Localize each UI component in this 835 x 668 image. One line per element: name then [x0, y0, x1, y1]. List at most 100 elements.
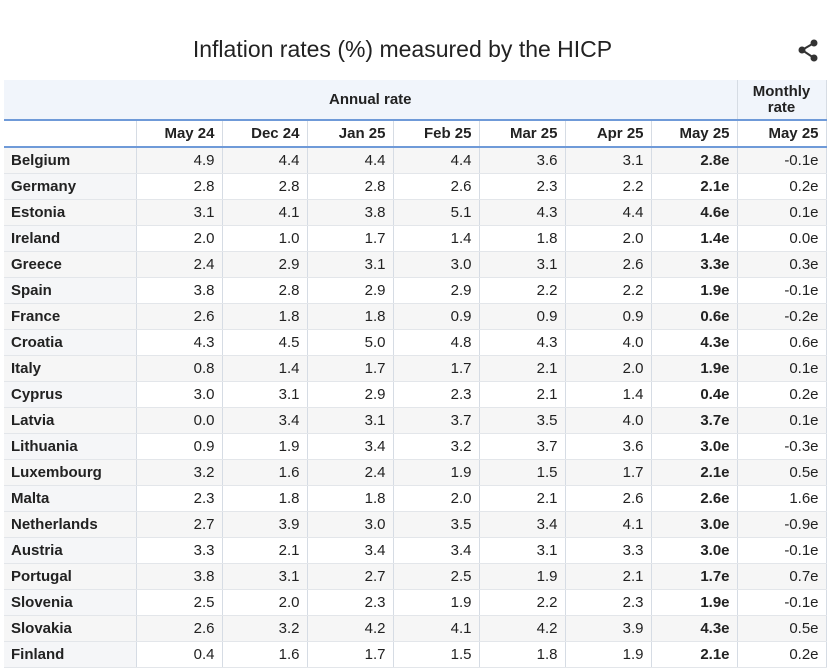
- cell: 1.9e: [651, 355, 738, 382]
- cell: 3.1: [479, 537, 566, 564]
- cell: 3.1: [307, 251, 394, 278]
- cell: 2.4: [307, 459, 394, 486]
- cell: 2.2: [565, 173, 652, 200]
- table-row: Ireland 2.0 1.0 1.7 1.4 1.8 2.0 1.4e 0.0e: [4, 225, 827, 252]
- column-header: Apr 25: [565, 120, 652, 148]
- cell: 0.1e: [737, 407, 827, 434]
- cell: 3.2: [393, 433, 480, 460]
- cell: 1.4: [222, 355, 308, 382]
- cell: 2.1e: [651, 641, 738, 668]
- country: Belgium: [4, 147, 137, 174]
- corner: [4, 120, 137, 148]
- cell: 1.8: [479, 641, 566, 668]
- country: Luxembourg: [4, 459, 137, 486]
- country: Finland: [4, 641, 137, 668]
- table-row: Netherlands 2.7 3.9 3.0 3.5 3.4 4.1 3.0e -0.9e: [4, 511, 827, 538]
- cell: -0.2e: [737, 303, 827, 330]
- cell: 0.1e: [737, 199, 827, 226]
- cell: 2.0: [136, 225, 223, 252]
- cell: 3.2: [222, 615, 308, 642]
- cell: 2.2: [479, 589, 566, 616]
- country: Lithuania: [4, 433, 137, 460]
- cell: 0.4e: [651, 381, 738, 408]
- cell: 0.0: [136, 407, 223, 434]
- cell: 1.9: [222, 433, 308, 460]
- cell: 0.9: [393, 303, 480, 330]
- cell: 3.3: [136, 537, 223, 564]
- cell: 0.9: [565, 303, 652, 330]
- group-header: Annual rate: [4, 80, 738, 121]
- cell: 2.8: [307, 173, 394, 200]
- cell: 4.0: [565, 407, 652, 434]
- table-row: Latvia 0.0 3.4 3.1 3.7 3.5 4.0 3.7e 0.1e: [4, 407, 827, 434]
- cell: 1.4e: [651, 225, 738, 252]
- cell: 1.8: [307, 485, 394, 512]
- cell: 1.4: [565, 381, 652, 408]
- cell: 2.5: [136, 589, 223, 616]
- cell: 4.4: [222, 147, 308, 174]
- cell: 1.9: [479, 563, 566, 590]
- table-row: Cyprus 3.0 3.1 2.9 2.3 2.1 1.4 0.4e 0.2e: [4, 381, 827, 408]
- cell: 2.9: [307, 277, 394, 304]
- cell: 0.7e: [737, 563, 827, 590]
- table-row: Austria 3.3 2.1 3.4 3.4 3.1 3.3 3.0e -0.1e: [4, 537, 827, 564]
- table-row: Portugal 3.8 3.1 2.7 2.5 1.9 2.1 1.7e 0.7e: [4, 563, 827, 590]
- country: Croatia: [4, 329, 137, 356]
- table-row: Slovakia 2.6 3.2 4.2 4.1 4.2 3.9 4.3e 0.5e: [4, 615, 827, 642]
- cell: 0.9: [479, 303, 566, 330]
- cell: -0.9e: [737, 511, 827, 538]
- country: France: [4, 303, 137, 330]
- cell: 2.8: [222, 173, 308, 200]
- cell: 4.1: [565, 511, 652, 538]
- cell: 2.1e: [651, 173, 738, 200]
- cell: 3.4: [479, 511, 566, 538]
- country: Netherlands: [4, 511, 137, 538]
- cell: 4.4: [307, 147, 394, 174]
- table-row: Spain 3.8 2.8 2.9 2.9 2.2 2.2 1.9e -0.1e: [4, 277, 827, 304]
- cell: 2.8e: [651, 147, 738, 174]
- cell: 1.6e: [737, 485, 827, 512]
- cell: 1.8: [222, 303, 308, 330]
- cell: 3.4: [307, 433, 394, 460]
- cell: 2.4: [136, 251, 223, 278]
- column-header: Dec 24: [222, 120, 308, 148]
- cell: 0.4: [136, 641, 223, 668]
- cell: 3.8: [136, 277, 223, 304]
- cell: -0.1e: [737, 589, 827, 616]
- cell: 5.0: [307, 329, 394, 356]
- cell: 0.2e: [737, 381, 827, 408]
- cell: 2.9: [307, 381, 394, 408]
- cell: 2.6e: [651, 485, 738, 512]
- cell: 2.8: [136, 173, 223, 200]
- cell: 3.1: [136, 199, 223, 226]
- cell: 1.7: [565, 459, 652, 486]
- cell: 2.2: [479, 277, 566, 304]
- cell: 3.4: [393, 537, 480, 564]
- cell: 3.0: [136, 381, 223, 408]
- inflation-table: Annual rate Monthly rate May 24 Dec 24 Jan 2…: [4, 80, 827, 668]
- cell: 3.0: [307, 511, 394, 538]
- cell: 1.7: [307, 355, 394, 382]
- cell: 2.6: [393, 173, 480, 200]
- cell: 2.2: [565, 277, 652, 304]
- cell: 3.5: [479, 407, 566, 434]
- cell: 0.8: [136, 355, 223, 382]
- share-button[interactable]: [797, 39, 821, 63]
- column-header: Mar 25: [479, 120, 566, 148]
- cell: 0.0e: [737, 225, 827, 252]
- cell: 4.2: [307, 615, 394, 642]
- country: Spain: [4, 277, 137, 304]
- cell: 0.9: [136, 433, 223, 460]
- cell: 5.1: [393, 199, 480, 226]
- cell: -0.1e: [737, 277, 827, 304]
- cell: 3.0e: [651, 433, 738, 460]
- cell: 2.7: [136, 511, 223, 538]
- cell: 4.5: [222, 329, 308, 356]
- cell: 3.0: [393, 251, 480, 278]
- cell: 4.2: [479, 615, 566, 642]
- cell: 4.9: [136, 147, 223, 174]
- cell: 2.6: [136, 615, 223, 642]
- cell: 4.1: [393, 615, 480, 642]
- cell: 3.6: [479, 147, 566, 174]
